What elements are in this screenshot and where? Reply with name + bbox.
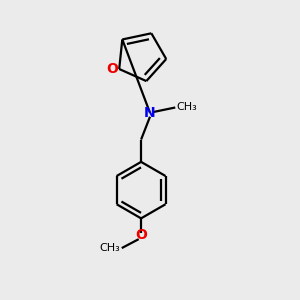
Text: O: O: [135, 228, 147, 242]
Text: CH₃: CH₃: [176, 103, 197, 112]
Text: CH₃: CH₃: [100, 243, 121, 253]
Text: N: N: [144, 106, 156, 120]
Text: O: O: [107, 62, 118, 76]
